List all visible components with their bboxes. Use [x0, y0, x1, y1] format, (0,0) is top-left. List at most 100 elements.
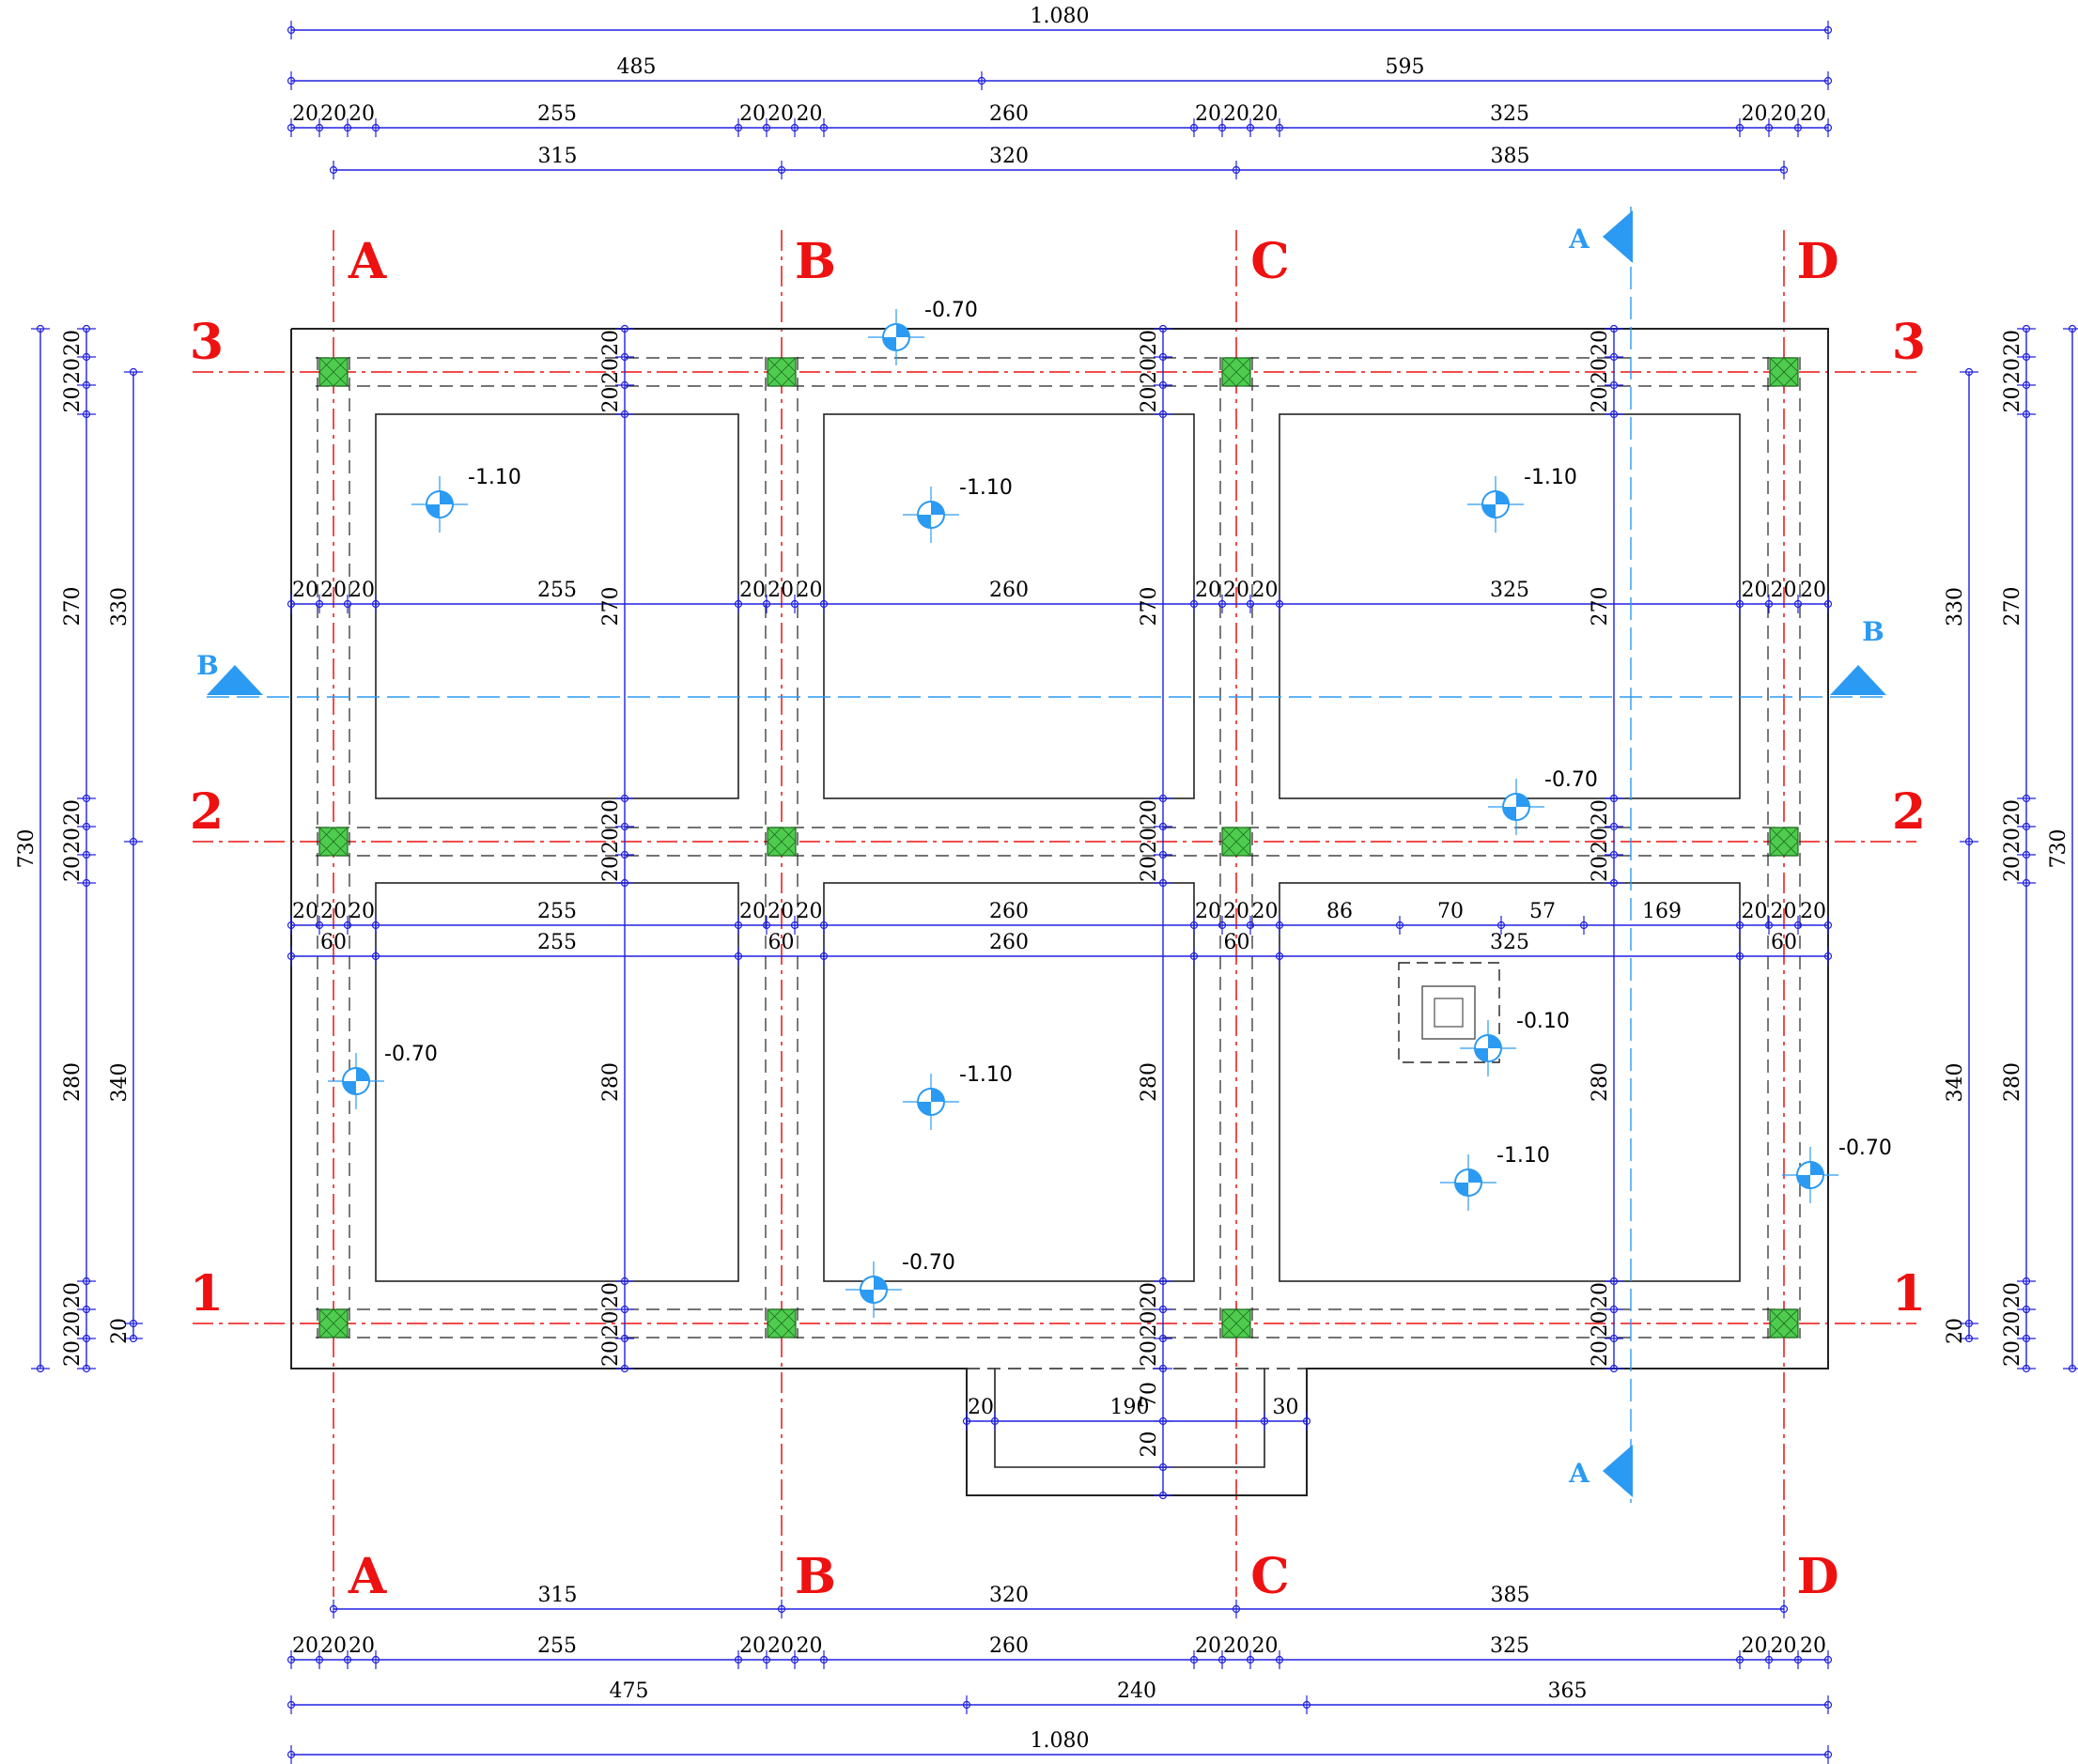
dim-left-axes-label: 20 — [108, 1318, 132, 1344]
dim-node — [2022, 1305, 2031, 1314]
dim-node — [329, 1604, 338, 1614]
dim-lower-chain2-label: 60 — [768, 931, 795, 954]
dim-node — [620, 380, 629, 390]
dim-bottom-chain-label: 20 — [1800, 1634, 1826, 1658]
dim-lower-chain2-label: 60 — [1771, 931, 1797, 954]
dim-left-chain-label: 20 — [61, 387, 85, 413]
dim-node — [1735, 952, 1745, 961]
dim-node — [620, 1334, 629, 1343]
dim-node — [1158, 352, 1168, 362]
dim-mid-chain-label: 20 — [1252, 579, 1279, 602]
dim-bottom-chain-label: 20 — [1252, 1634, 1279, 1658]
dim-lower-chain-label: 20 — [1771, 900, 1797, 923]
dim-node — [1395, 921, 1404, 930]
dim-node — [1158, 878, 1168, 888]
axis-label-3-right: 3 — [1892, 314, 1926, 371]
dim-node — [977, 76, 986, 85]
dim-node — [1275, 921, 1284, 930]
dim-mid-chain-label: 20 — [768, 579, 794, 602]
dim-top-chain-label: 255 — [537, 102, 577, 126]
dim-node — [82, 324, 91, 333]
section-a-label: A — [1568, 1458, 1590, 1489]
dim-right-chain-label: 270 — [2001, 587, 2024, 627]
pad-column — [1421, 985, 1476, 1040]
level-marker-fill — [883, 324, 909, 350]
dim-inner-vert-bc-label: 20 — [1138, 1340, 1161, 1367]
level-value: -1.10 — [959, 1063, 1013, 1087]
dim-node — [287, 952, 296, 961]
dim-node — [82, 878, 91, 888]
level-marker-fill — [1482, 491, 1509, 518]
dim-inner-vert-bc-label: 20 — [1138, 387, 1161, 413]
dim-right-chain-label: 20 — [2001, 1282, 2024, 1308]
dim-node — [1764, 599, 1774, 609]
dim-node — [620, 1305, 629, 1314]
dim-node — [82, 352, 91, 362]
level-marker-fill — [343, 1068, 369, 1094]
dim-inner-vert-cd-label: 20 — [1589, 330, 1612, 356]
dim-node — [1823, 123, 1833, 132]
dim-top-chain-label: 20 — [292, 102, 318, 126]
dim-node — [1260, 1416, 1269, 1426]
axis-label-1-left: 1 — [190, 1265, 224, 1323]
dim-top-chain-label: 20 — [1195, 102, 1221, 126]
level-marker-fill — [1797, 1162, 1823, 1188]
dim-node — [315, 599, 324, 609]
dim-node — [1158, 1416, 1168, 1426]
dim-node — [36, 1364, 45, 1373]
dim-bottom-chain-label: 20 — [320, 1634, 347, 1658]
column-hatch — [318, 827, 349, 857]
dim-node — [762, 1655, 771, 1664]
dim-inner-vert-ab-label: 20 — [599, 358, 623, 384]
dim-node — [1823, 1750, 1833, 1759]
dim-lower-chain-label: 20 — [1195, 900, 1221, 923]
dim-bottom-axes-label: 320 — [989, 1584, 1029, 1607]
dim-right-chain-label: 20 — [2001, 828, 2024, 854]
dim-lower-chain-label: 20 — [1252, 900, 1279, 923]
dim-bottom-axes-label: 385 — [1491, 1584, 1530, 1607]
dim-node — [2022, 1334, 2031, 1343]
dim-inner-vert-cd-label: 270 — [1589, 587, 1612, 627]
dim-mid-chain-label: 325 — [1490, 579, 1529, 602]
dim-lower-chain-label: 255 — [537, 900, 577, 923]
dim-node — [1302, 1700, 1311, 1710]
section-a-top-arrow — [1603, 210, 1633, 263]
level-marker-fill — [918, 502, 944, 528]
dim-node — [1158, 1364, 1168, 1373]
dim-node — [777, 1604, 786, 1614]
axis-label-2-right: 2 — [1892, 783, 1926, 841]
dim-node — [962, 1416, 971, 1426]
dim-inner-vert-ab-label: 280 — [599, 1062, 623, 1102]
dim-bottom-total-label: 1.080 — [1031, 1729, 1090, 1753]
dim-right-outer-label: 730 — [2047, 829, 2070, 869]
level-value: -1.10 — [1496, 1144, 1550, 1168]
room-3 — [1279, 413, 1741, 799]
dim-node — [129, 837, 138, 846]
dim-node — [129, 367, 138, 377]
dim-lower-chain-label: 169 — [1642, 900, 1682, 923]
dim-left-outer-label: 730 — [15, 829, 39, 869]
dim-node — [1158, 1462, 1168, 1472]
column-hatch — [1769, 357, 1799, 387]
dim-inner-vert-bc-label: 280 — [1138, 1062, 1161, 1102]
dim-node — [1158, 794, 1168, 803]
room-5 — [823, 882, 1195, 1282]
column-hatch — [318, 1308, 349, 1338]
dim-top-chain-label: 20 — [349, 102, 375, 126]
dim-mid-chain-label: 20 — [320, 579, 347, 602]
dim-inner-vert-bc-label: 20 — [1138, 856, 1161, 882]
section-b-right-arrow — [1830, 665, 1886, 695]
level-value: -0.70 — [1544, 768, 1598, 792]
dim-node — [2022, 822, 2031, 831]
column-hatch — [318, 357, 349, 387]
level-marker-fill — [1455, 1169, 1481, 1196]
dim-node — [1823, 25, 1833, 35]
dim-node — [1735, 1655, 1745, 1664]
dim-bottom-chain-label: 20 — [1195, 1634, 1221, 1658]
dim-node — [329, 165, 338, 175]
dim-node — [1793, 921, 1803, 930]
column-hatch — [1769, 827, 1799, 857]
dim-node — [620, 410, 629, 419]
dim-node — [1609, 794, 1619, 803]
dim-node — [620, 822, 629, 831]
